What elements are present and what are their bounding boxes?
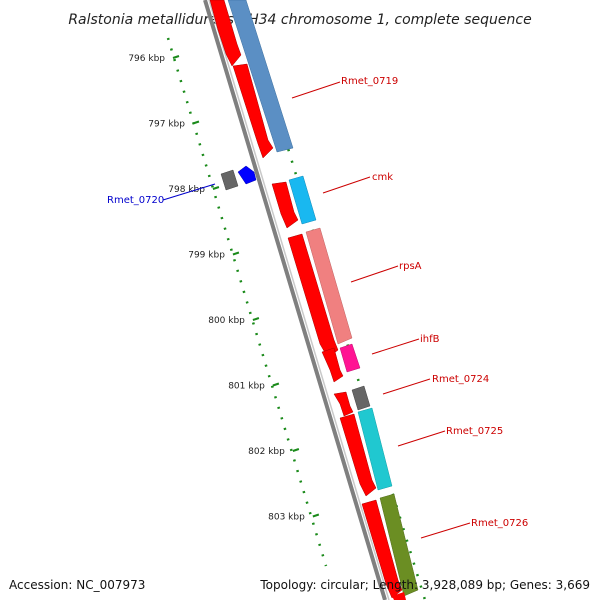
rmet-0719-block xyxy=(227,0,294,153)
cds-arrow-cmk xyxy=(271,181,299,229)
gene-label-rmet-0726[interactable]: Rmet_0726 xyxy=(471,518,528,529)
scale-tick-796 xyxy=(172,55,180,59)
scale-tick-800 xyxy=(252,317,260,321)
cds-arrow-rpsa xyxy=(287,233,339,359)
gene-label-rmet-0720[interactable]: Rmet_0720 xyxy=(107,195,164,206)
label-leaders xyxy=(162,81,471,539)
scale-tick-799 xyxy=(232,251,240,256)
scale-label-802: 802 kbp xyxy=(248,447,285,457)
rmet-0725-block xyxy=(357,407,393,491)
cds-arrow-rmet-0724 xyxy=(333,391,354,417)
cmk-block xyxy=(288,175,317,225)
reverse-cds-arrow-rmet-0720 xyxy=(237,165,257,185)
gene-label-rmet-0719[interactable]: Rmet_0719 xyxy=(341,76,398,87)
scale-tick-802 xyxy=(292,448,300,452)
rmet-0724-block xyxy=(351,385,371,411)
gene-label-cmk[interactable]: cmk xyxy=(372,172,393,183)
scale-dotted-line xyxy=(166,37,328,567)
scale-ticks: 796 kbp 797 kbp 798 kbp 799 kbp 800 kbp 801 k… xyxy=(128,54,320,523)
scale-label-803: 803 kbp xyxy=(268,513,305,523)
map-title: Ralstonia metallidurans CH34 chromosome … xyxy=(68,12,531,28)
reverse-gray-block xyxy=(220,169,239,191)
gene-label-rmet-0725[interactable]: Rmet_0725 xyxy=(446,426,503,437)
cds-arrow-rmet-0719b xyxy=(232,63,274,159)
cds-track xyxy=(209,0,419,600)
gene-label-ihfb[interactable]: ihfB xyxy=(420,334,440,345)
rmet-0726-block xyxy=(379,493,419,597)
scale-tick-798 xyxy=(212,186,220,190)
topology-text: Topology: circular; Length: 3,928,089 bp… xyxy=(260,578,590,592)
scale-label-797: 797 kbp xyxy=(148,120,185,130)
scale-label-800: 800 kbp xyxy=(208,316,245,326)
genome-backbone xyxy=(203,0,387,600)
scale-label-801: 801 kbp xyxy=(228,382,265,392)
scale-label-796: 796 kbp xyxy=(128,54,165,64)
scale-label-799: 799 kbp xyxy=(188,251,225,261)
scale-label-798: 798 kbp xyxy=(168,185,205,195)
scale-tick-801 xyxy=(272,382,280,387)
scale-tick-797 xyxy=(192,120,200,125)
cds-arrow-rmet-0726 xyxy=(361,499,403,599)
cds-arrow-rmet-0719a xyxy=(209,0,242,67)
genome-backbone-shadow xyxy=(208,0,390,600)
rpsa-block xyxy=(305,227,353,345)
scale-tick-803 xyxy=(312,513,320,518)
cds-arrow-tail xyxy=(392,592,406,600)
ihfb-block xyxy=(339,343,361,373)
cds-arrow-rmet-0725 xyxy=(339,413,377,497)
accession-text: Accession: NC_007973 xyxy=(9,578,146,592)
gene-label-rmet-0724[interactable]: Rmet_0724 xyxy=(432,374,489,385)
cds-arrow-ihfb xyxy=(321,347,344,383)
gene-label-rpsa[interactable]: rpsA xyxy=(399,261,422,272)
